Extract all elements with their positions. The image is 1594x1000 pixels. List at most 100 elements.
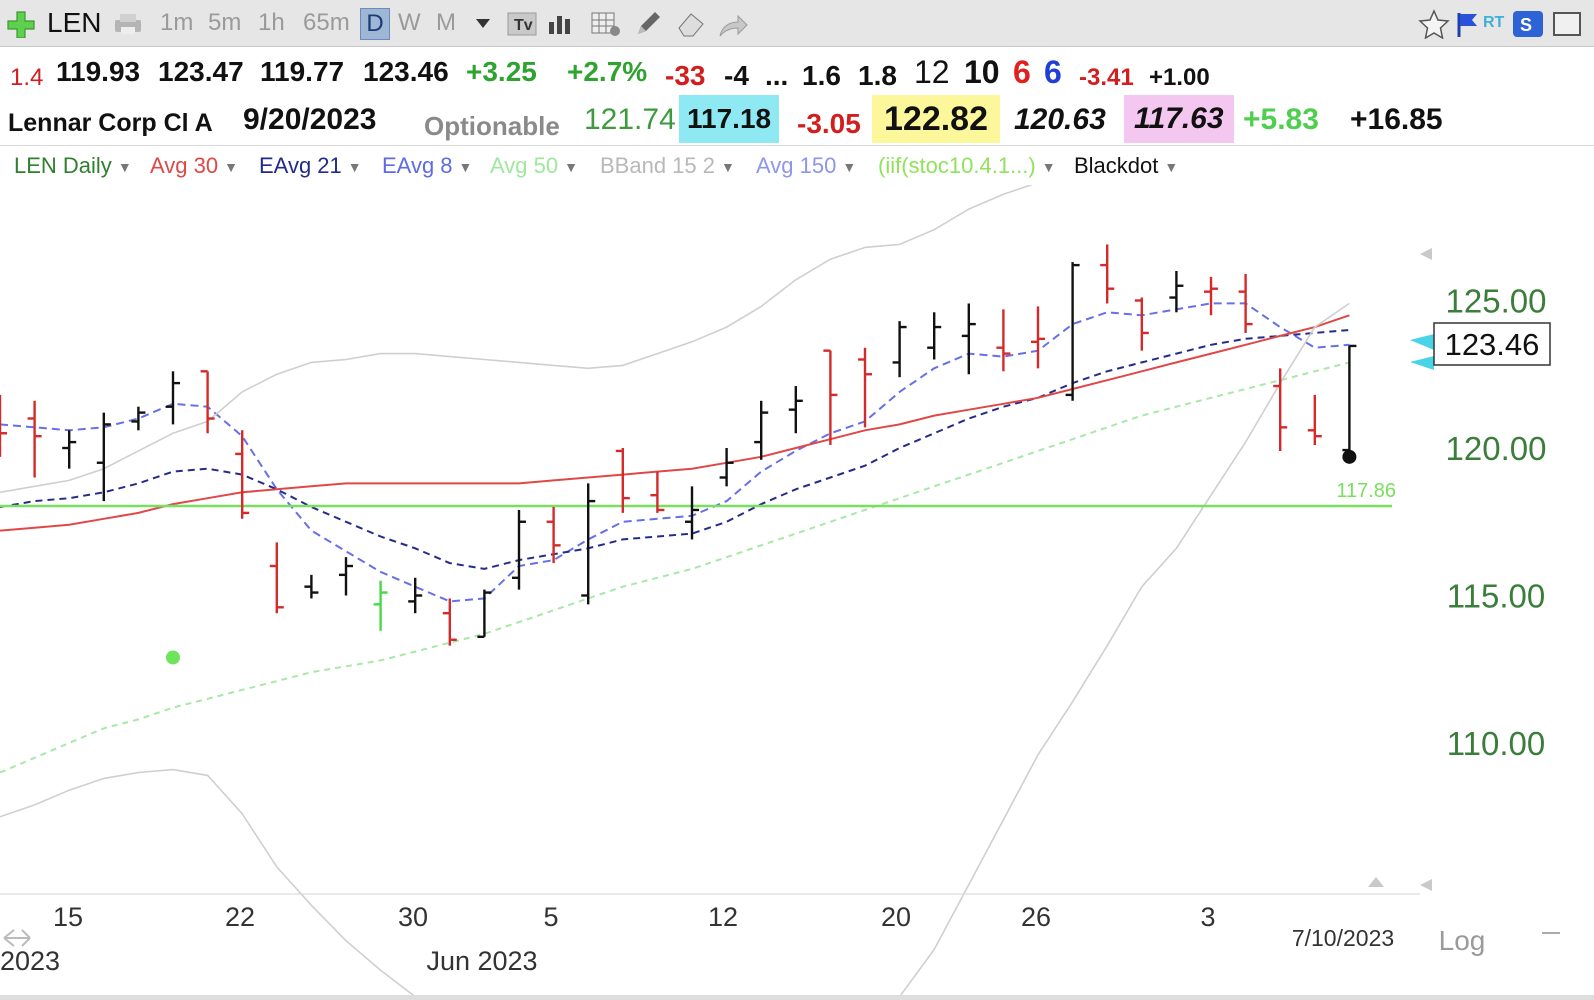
x-tick-label: 20 bbox=[881, 902, 911, 932]
price-tag-pointer bbox=[1410, 356, 1434, 370]
chevron-down-icon[interactable]: ▼ bbox=[1041, 159, 1056, 176]
low-price: 119.77 bbox=[260, 56, 345, 87]
ohlc-bar bbox=[477, 589, 492, 638]
period-monthly-button[interactable]: M bbox=[436, 9, 456, 36]
optionable-label: Optionable bbox=[424, 111, 560, 141]
legend-avg-150[interactable]: Avg 150 ▼ bbox=[756, 152, 856, 181]
pan-arrow-icon[interactable] bbox=[3, 929, 31, 947]
chevron-down-icon[interactable]: ▼ bbox=[117, 159, 132, 176]
share-arrow-icon[interactable] bbox=[716, 10, 750, 38]
series-line bbox=[0, 329, 1350, 570]
chevron-down-icon[interactable]: ▼ bbox=[458, 159, 473, 176]
chevron-down-icon[interactable]: ▼ bbox=[564, 159, 578, 176]
x-tick-label: 26 bbox=[1021, 902, 1051, 932]
legend-label: Blackdot bbox=[1074, 153, 1159, 178]
grid-settings-icon[interactable] bbox=[590, 10, 622, 38]
add-symbol-icon[interactable] bbox=[6, 10, 36, 38]
scroll-arrow-icon[interactable] bbox=[1420, 248, 1432, 260]
svg-text:Tv: Tv bbox=[514, 17, 533, 34]
quote-level-7: +5.83 bbox=[1243, 103, 1319, 136]
ohlc-bar bbox=[0, 394, 7, 457]
bar-chart-icon[interactable] bbox=[546, 12, 576, 36]
chevron-down-icon[interactable]: ▼ bbox=[842, 159, 857, 176]
legend-label: (iif(stoc10.4.1...) bbox=[878, 153, 1036, 178]
blackdot-marker bbox=[1342, 449, 1357, 464]
ohlc-bar bbox=[304, 574, 319, 599]
y-tick-label: 120.00 bbox=[1446, 430, 1547, 467]
chevron-down-icon[interactable] bbox=[474, 17, 492, 29]
quote-stat-10: 6 bbox=[1044, 54, 1062, 90]
chevron-down-icon[interactable]: ▼ bbox=[1164, 159, 1179, 176]
printer-icon[interactable] bbox=[112, 12, 144, 36]
text-tool-icon[interactable]: Tv bbox=[507, 12, 537, 36]
interval-1h[interactable]: 1h bbox=[258, 9, 285, 36]
chevron-down-icon[interactable]: ▼ bbox=[720, 159, 735, 176]
chevron-down-icon[interactable]: ▼ bbox=[347, 159, 362, 176]
ohlc-bar bbox=[927, 312, 942, 360]
series-line bbox=[0, 302, 1350, 995]
ohlc-bar bbox=[685, 486, 699, 540]
period-daily-button[interactable]: D bbox=[360, 8, 390, 40]
legend-stoc[interactable]: (iif(stoc10.4.1...) ▼ bbox=[878, 152, 1056, 181]
y-tick-label: 110.00 bbox=[1447, 725, 1545, 762]
last-price-tag-label: 123.46 bbox=[1445, 327, 1540, 362]
quote-stat-3: -4 bbox=[724, 60, 749, 91]
quote-level-6: 117.63 bbox=[1124, 95, 1234, 143]
x-tick-label: 30 bbox=[398, 902, 428, 932]
ohlc-bar bbox=[961, 303, 976, 375]
legend-label: BBand 15 2 bbox=[600, 153, 715, 178]
x-tick-label: 3 bbox=[1200, 902, 1215, 932]
quote-level-4: 122.82 bbox=[872, 95, 1000, 143]
high-price: 123.47 bbox=[158, 56, 244, 87]
legend-avg-50[interactable]: Avg 50 ▼ bbox=[490, 152, 578, 181]
level-line-label: 117.86 bbox=[1336, 480, 1396, 502]
ohlc-bar bbox=[166, 371, 180, 425]
eraser-icon[interactable] bbox=[676, 10, 706, 38]
ohlc-bar bbox=[373, 580, 388, 631]
legend-len-daily[interactable]: LEN Daily ▼ bbox=[14, 152, 132, 181]
ohlc-bar bbox=[1273, 368, 1288, 451]
ohlc-bar bbox=[1065, 262, 1080, 401]
legend-label: Avg 50 bbox=[490, 153, 559, 178]
signal-dots bbox=[166, 449, 1357, 665]
chevron-down-icon[interactable]: ▼ bbox=[224, 159, 238, 176]
star-icon[interactable] bbox=[1418, 9, 1450, 39]
period-weekly-button[interactable]: W bbox=[398, 9, 421, 36]
scroll-arrow-icon[interactable] bbox=[1420, 879, 1432, 891]
legend-bband[interactable]: BBand 15 2 ▼ bbox=[600, 152, 735, 181]
settings-s-icon[interactable]: S bbox=[1512, 10, 1544, 38]
ohlc-bar bbox=[788, 386, 803, 434]
ohlc-bar bbox=[546, 507, 561, 564]
ohlc-bar bbox=[339, 557, 353, 596]
legend-eavg-8[interactable]: EAvg 8 ▼ bbox=[382, 152, 472, 181]
legend-eavg-21[interactable]: EAvg 21 ▼ bbox=[259, 152, 362, 181]
log-scale-toggle[interactable]: Log bbox=[1439, 925, 1486, 956]
quote-stat-12: +1.00 bbox=[1149, 64, 1210, 91]
quote-stat-8: 10 bbox=[964, 54, 1000, 90]
flag-icon[interactable] bbox=[1455, 10, 1481, 38]
ohlc-bar bbox=[96, 412, 111, 502]
legend-label: EAvg 21 bbox=[259, 153, 342, 178]
legend-avg-30[interactable]: Avg 30 ▼ bbox=[150, 152, 238, 181]
price-chart[interactable]: 117.86 110.00 115.00 120.00 125.00 123.46 1… bbox=[0, 185, 1594, 995]
legend-blackdot[interactable]: Blackdot ▼ bbox=[1074, 152, 1178, 181]
percent-change: +2.7% bbox=[567, 56, 648, 87]
ohlc-bar bbox=[1342, 344, 1357, 455]
ohlc-bar bbox=[131, 406, 146, 431]
x-tick-label: 12 bbox=[708, 902, 738, 932]
interval-65m[interactable]: 65m bbox=[303, 9, 350, 36]
symbol-label[interactable]: LEN bbox=[47, 7, 102, 38]
window-icon[interactable] bbox=[1552, 10, 1582, 38]
ohlc-bar bbox=[1031, 306, 1045, 369]
scroll-up-icon[interactable] bbox=[1368, 877, 1384, 887]
ohlc-bar bbox=[1307, 394, 1322, 446]
interval-5m[interactable]: 5m bbox=[208, 9, 242, 36]
last-price-tag bbox=[1433, 322, 1551, 366]
pencil-icon[interactable] bbox=[633, 10, 663, 38]
realtime-label[interactable]: RT bbox=[1483, 14, 1505, 31]
ohlc-bar bbox=[62, 430, 77, 469]
ohlc-bar bbox=[754, 400, 769, 460]
interval-1m[interactable]: 1m bbox=[160, 9, 194, 36]
quote-level-8: +16.85 bbox=[1350, 103, 1443, 136]
quote-level-5: 120.63 bbox=[1014, 103, 1106, 136]
